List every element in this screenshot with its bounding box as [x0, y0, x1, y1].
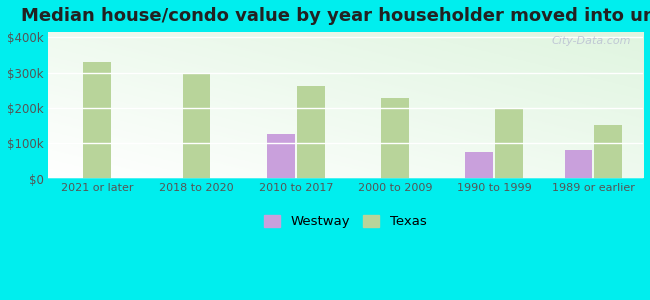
- Text: City-Data.com: City-Data.com: [552, 37, 631, 46]
- Bar: [381, 98, 409, 178]
- Bar: [565, 150, 592, 178]
- Bar: [183, 74, 211, 178]
- Legend: Westway, Texas: Westway, Texas: [259, 210, 432, 234]
- Bar: [83, 62, 111, 178]
- Bar: [495, 109, 523, 178]
- Bar: [465, 152, 493, 178]
- Title: Median house/condo value by year householder moved into unit: Median house/condo value by year househo…: [21, 7, 650, 25]
- Bar: [297, 86, 324, 178]
- Bar: [595, 125, 622, 178]
- Bar: [267, 134, 295, 178]
